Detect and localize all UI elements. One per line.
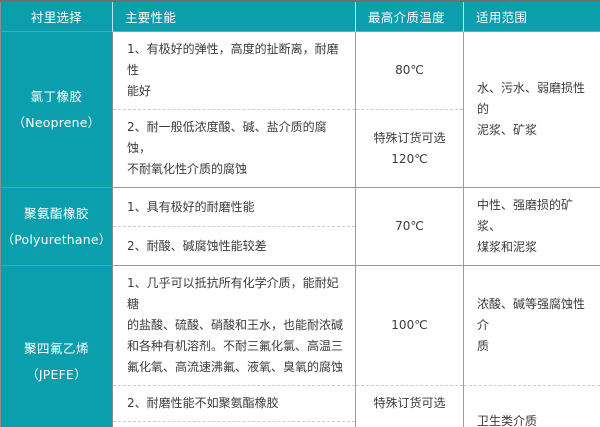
performance-cell: 2、耐磨性能不如聚氨酯橡胶 <box>112 385 356 422</box>
temperature-line: 80℃ <box>395 63 424 77</box>
performance-line: 1、有极好的弹性，高度的扯断离，耐磨性 <box>127 42 339 77</box>
table-row: 聚四氟乙烯 （JPEFE） 1、几乎可以抵抗所有化学介质，能耐妃糖 的盐酸、硫酸… <box>0 265 600 427</box>
table-row: 2、耐酸、碱腐蚀性能较差 <box>1 226 600 266</box>
table-row: 2、耐磨性能不如聚氨酯橡胶 特殊订货可选 卫生类介质 <box>1 385 600 427</box>
performance-cell: 1、几乎可以抵抗所有化学介质，能耐妃糖 的盐酸、硫酸、硝酸和王水，也能耐浓碱 和… <box>112 265 356 386</box>
performance-line: 2、耐酸、碱腐蚀性能较差 <box>127 238 267 253</box>
table-row: 2、耐一般低浓度酸、碱、盐介质的腐蚀， 不耐氧化性介质的腐蚀 特殊订货可选 12… <box>1 109 600 188</box>
scope-line: 质 <box>477 339 490 353</box>
scope-line: 浓酸、碱等强腐蚀性介 <box>477 297 586 332</box>
performance-line: 和各种有机溶剂。不耐三氟化氯、高温三 <box>127 339 344 353</box>
performance-cell: 1、具有极好的耐磨性能 <box>112 187 356 227</box>
material-cell-polyurethane: 聚氨酯橡胶 （Polyurethane） <box>0 187 113 266</box>
scope-line: 水、污水、弱磨损性的 <box>477 81 586 116</box>
scope-line: 泥浆、矿浆 <box>477 123 538 137</box>
column-header-scope: 适用范围 <box>463 1 600 32</box>
scope-line: 卫生类介质 <box>477 414 538 427</box>
material-name-en: （Neoprene） <box>12 114 101 130</box>
column-header-temperature: 最高介质温度 <box>355 1 464 32</box>
performance-line: 不耐氧化性介质的腐蚀 <box>127 162 248 176</box>
temperature-line: 100℃ <box>391 318 428 332</box>
performance-cell: 2、耐一般低浓度酸、碱、盐介质的腐蚀， 不耐氧化性介质的腐蚀 <box>112 109 356 188</box>
temperature-line: 特殊订货可选 <box>373 396 446 411</box>
column-header-performance: 主要性能 <box>112 1 356 32</box>
table-row: 3、抗负压能力不如氯丁胶想 150℃ <box>1 421 600 427</box>
performance-line: 氟化氧、高流速沸氟、液氧、臭氧的腐蚀 <box>127 360 344 374</box>
material-name-en: （JPEFE） <box>26 366 87 382</box>
temperature-cell: 100℃ <box>355 265 464 386</box>
performance-cell: 2、耐酸、碱腐蚀性能较差 <box>112 226 356 266</box>
table-row: 氯丁橡胶 （Neoprene） 1、有极好的弹性，高度的扯断离，耐磨性 能好 8… <box>0 31 600 188</box>
performance-cell: 3、抗负压能力不如氯丁胶想 <box>112 421 356 427</box>
scope-cell: 浓酸、碱等强腐蚀性介 质 <box>463 265 600 386</box>
temperature-line: 120℃ <box>391 151 428 166</box>
performance-line: 能好 <box>127 84 152 98</box>
table-header: 衬里选择 主要性能 最高介质温度 适用范围 <box>0 1 600 32</box>
material-cell-jpefe: 聚四氟乙烯 （JPEFE） <box>0 265 113 427</box>
performance-line: 2、耐一般低浓度酸、碱、盐介质的腐蚀， <box>127 120 327 155</box>
table-row: 聚氨酯橡胶 （Polyurethane） 1、具有极好的耐磨性能 70℃ 中性、… <box>0 187 600 266</box>
material-name-zh: 聚氨酯橡胶 <box>23 205 89 221</box>
material-name-en: （Polyurethane） <box>1 231 112 247</box>
scope-line: 煤浆和泥浆 <box>477 240 538 254</box>
performance-line: 1、几乎可以抵抗所有化学介质，能耐妃糖 <box>127 276 339 311</box>
performance-line: 1、具有极好的耐磨性能 <box>127 199 255 214</box>
scope-cell: 卫生类介质 <box>463 385 600 427</box>
temperature-cell: 70℃ <box>355 187 464 266</box>
scope-line: 中性、强磨损的矿浆、 <box>477 198 574 233</box>
performance-cell: 1、有极好的弹性，高度的扯断离，耐磨性 能好 <box>112 31 356 110</box>
column-header-material: 衬里选择 <box>0 1 113 32</box>
temperature-cell: 80℃ <box>355 31 464 110</box>
table-body: 氯丁橡胶 （Neoprene） 1、有极好的弹性，高度的扯断离，耐磨性 能好 8… <box>0 31 600 427</box>
scope-cell: 水、污水、弱磨损性的 泥浆、矿浆 <box>463 31 600 188</box>
performance-line: 的盐酸、硫酸、硝酸和王水，也能耐浓碱 <box>127 318 344 332</box>
performance-line: 2、耐磨性能不如聚氨酯橡胶 <box>127 396 279 410</box>
temperature-cell: 特殊订货可选 120℃ <box>355 109 464 188</box>
material-name-zh: 聚四氟乙烯 <box>23 340 89 356</box>
material-name-zh: 氯丁橡胶 <box>30 88 83 104</box>
scope-cell: 中性、强磨损的矿浆、 煤浆和泥浆 <box>463 187 600 266</box>
temperature-cell: 特殊订货可选 <box>355 385 464 422</box>
table-header-row: 衬里选择 主要性能 最高介质温度 适用范围 <box>0 1 600 32</box>
temperature-line: 70℃ <box>395 219 424 233</box>
temperature-line: 特殊订货可选 <box>373 130 446 145</box>
temperature-cell: 150℃ <box>355 421 464 427</box>
material-cell-neoprene: 氯丁橡胶 （Neoprene） <box>0 31 113 188</box>
